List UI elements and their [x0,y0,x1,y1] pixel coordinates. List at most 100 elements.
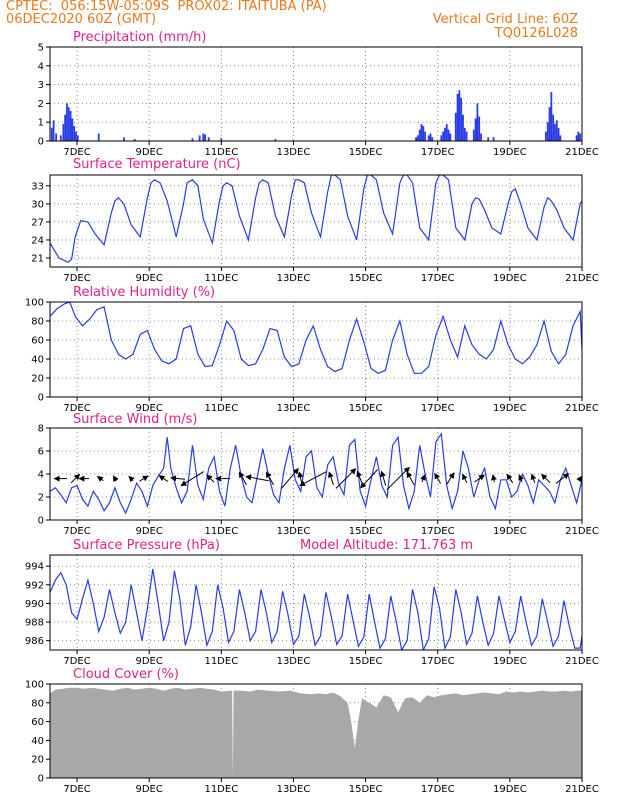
precip-bar [416,135,419,141]
temp-ytick-label: 30 [31,199,44,210]
precip-bar [577,131,580,141]
precip-bar [55,133,58,141]
precip-bar [480,133,482,141]
pres-ytick-label: 988 [25,618,44,629]
cloud-ytick-label: 0 [38,774,44,785]
precip-bar [465,131,468,141]
header-model-id: TQ0126L028 [494,26,578,41]
wind-arrow [297,471,304,486]
cloud-ytick-label: 100 [25,680,44,691]
rh-ytick-label: 80 [31,317,44,328]
cloud-xtick-label: 11DEC [204,784,238,795]
cloud-title: Cloud Cover (%) [73,667,179,682]
pres-xtick-label: 15DEC [349,656,383,667]
rh-ytick-label: 0 [38,393,44,404]
wind-arrow [96,475,104,482]
temp-xtick-label: 15DEC [349,273,383,284]
precip-bar [548,107,551,141]
precip-bar [415,137,417,141]
precip-bar [463,127,466,141]
wind-arrow [462,473,468,484]
rh-xtick-label: 9DEC [135,403,162,414]
cloud-ytick-label: 20 [31,755,44,766]
rh-ytick-label: 40 [31,355,44,366]
precip-bar [64,114,67,141]
wind-xtick-label: 15DEC [349,526,383,537]
cloud-xtick-label: 19DEC [493,784,527,795]
precip-bar [557,127,560,141]
precip-bar [50,127,53,141]
temp-frame [49,174,583,268]
precip-bar [76,135,79,141]
wind-arrow [327,471,334,486]
precip-bar [207,137,210,141]
wind-arrow [420,474,426,483]
wind-xtick-label: 19DEC [493,526,527,537]
wind-arrow [335,468,357,489]
cloud-xtick-label: 13DEC [277,784,311,795]
header-vertical-grid-line: Vertical Grid Line: 60Z [432,12,578,27]
rh-ytick-label: 60 [31,336,44,347]
wind-xtick-label: 11DEC [204,526,238,537]
precip-bar [454,112,457,141]
precip-bar [198,135,201,141]
precip-xtick-label: 21DEC [565,147,599,158]
wind-ytick-label: 0 [38,516,44,527]
precip-bar [52,120,55,141]
precip-ytick-label: 3 [38,80,44,91]
precip-bar [575,135,578,141]
temp-ytick-label: 33 [31,181,44,192]
precip-xtick-label: 11DEC [204,147,238,158]
wind-arrow [518,474,524,483]
wind-arrow [360,469,378,489]
rh-ytick-label: 20 [31,374,44,385]
precip-bar [67,107,70,141]
cloud-xtick-label: 7DEC [63,784,90,795]
cloud-panel: Cloud Cover (%) 0 20 40 60 80 100 7DEC 9DEC 11DEC… [25,667,599,795]
cloud-ytick-label: 60 [31,717,44,728]
wind-ytick-label: 6 [38,447,44,458]
wind-arrow [70,473,81,484]
precip-bar [460,97,463,141]
cloud-area [50,687,582,778]
precip-panel: Precipitation (mm/h) 0 1 2 3 4 5 7DEC 9DEC 11DEC 1… [38,30,599,158]
precip-bar [191,138,194,141]
wind-arrow [555,473,570,484]
cloud-xtick-label: 17DEC [421,784,455,795]
cloud-xtick-label: 21DEC [565,784,599,795]
wind-arrow [576,475,583,483]
wind-xtick-label: 7DEC [63,526,90,537]
precip-ytick-label: 2 [38,99,44,110]
precip-bar [447,129,450,141]
wind-arrow [158,475,169,482]
rh-xtick-label: 15DEC [349,403,383,414]
cloud-ytick-label: 80 [31,698,44,709]
precip-bar [424,131,427,141]
rh-frame [49,301,583,398]
cloud-xtick-label: 15DEC [349,784,383,795]
precip-bar [472,129,475,141]
precip-bar [59,135,62,141]
precip-bar [442,131,445,141]
precip-bar [71,118,74,141]
precip-bar [69,110,72,141]
precip-bar [449,133,452,141]
wind-arrow [386,466,410,491]
wind-arrow [490,474,497,483]
precip-bar [550,92,553,141]
wind-ytick-label: 8 [38,424,44,435]
precip-xtick-label: 13DEC [277,147,311,158]
wind-arrow [113,475,119,482]
precip-bar [458,90,461,141]
precip-bar [440,135,443,141]
precip-bar [492,137,495,141]
precip-bar [429,133,432,141]
rh-series-line [50,302,582,374]
wind-xtick-label: 9DEC [135,526,162,537]
pres-xtick-label: 11DEC [204,656,238,667]
precip-frame [49,46,583,142]
precip-bar [62,124,65,141]
wind-arrow [128,475,135,483]
wind-arrow [434,472,441,484]
rh-xtick-label: 19DEC [493,403,527,414]
